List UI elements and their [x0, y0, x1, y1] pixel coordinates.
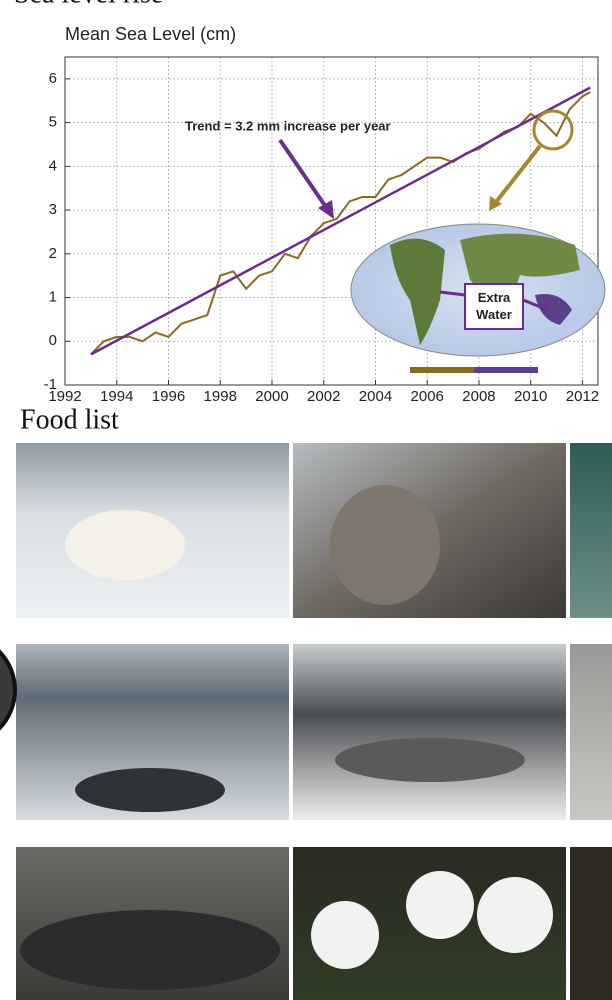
x-tick-label: 2006 — [411, 388, 444, 405]
seal — [335, 738, 525, 782]
annotation: Trend = 3.2 mm increase per year — [185, 118, 391, 133]
flower — [406, 871, 474, 939]
y-tick-label: 2 — [49, 245, 57, 262]
page-canvas: Sea level rise Mean Sea Level (cm) -1012… — [0, 0, 612, 1000]
photo-seal — [293, 644, 566, 820]
y-tick-label: 3 — [49, 201, 57, 218]
x-tick-label: 1996 — [152, 388, 185, 405]
y-tick-label: 6 — [49, 70, 57, 87]
x-tick-label: 2012 — [566, 388, 599, 405]
polar-bear — [65, 510, 185, 580]
x-tick-label: 2008 — [462, 388, 495, 405]
flower — [477, 877, 553, 953]
photo-grid — [0, 443, 612, 1000]
y-tick-label: 1 — [49, 289, 57, 306]
side-object — [0, 635, 15, 745]
flower — [311, 901, 379, 969]
x-tick-label: 1992 — [48, 388, 81, 405]
chart-title: Mean Sea Level (cm) — [65, 24, 236, 44]
y-tick-label: 4 — [49, 157, 57, 174]
x-tick-label: 1994 — [100, 388, 133, 405]
x-tick-label: 2004 — [359, 388, 392, 405]
y-tick-label: 5 — [49, 114, 57, 131]
x-tick-label: 2010 — [514, 388, 547, 405]
walrus — [330, 485, 440, 605]
annotation-line: Water — [476, 307, 512, 322]
x-tick-label: 2002 — [307, 388, 340, 405]
photo-partial — [570, 443, 612, 618]
narwhal — [75, 768, 225, 812]
x-tick-label: 2000 — [255, 388, 288, 405]
section-title: Food list — [20, 404, 119, 435]
colorbar — [474, 367, 538, 373]
mussels — [20, 910, 280, 990]
photo-partial — [570, 847, 612, 1000]
annotation-line: Extra — [478, 290, 511, 305]
x-tick-label: 1998 — [204, 388, 237, 405]
page-title: Sea level rise — [14, 0, 163, 9]
y-tick-label: 0 — [49, 332, 57, 349]
photo-partial — [570, 644, 612, 820]
page: Sea level rise Mean Sea Level (cm) -1012… — [0, 0, 612, 1000]
